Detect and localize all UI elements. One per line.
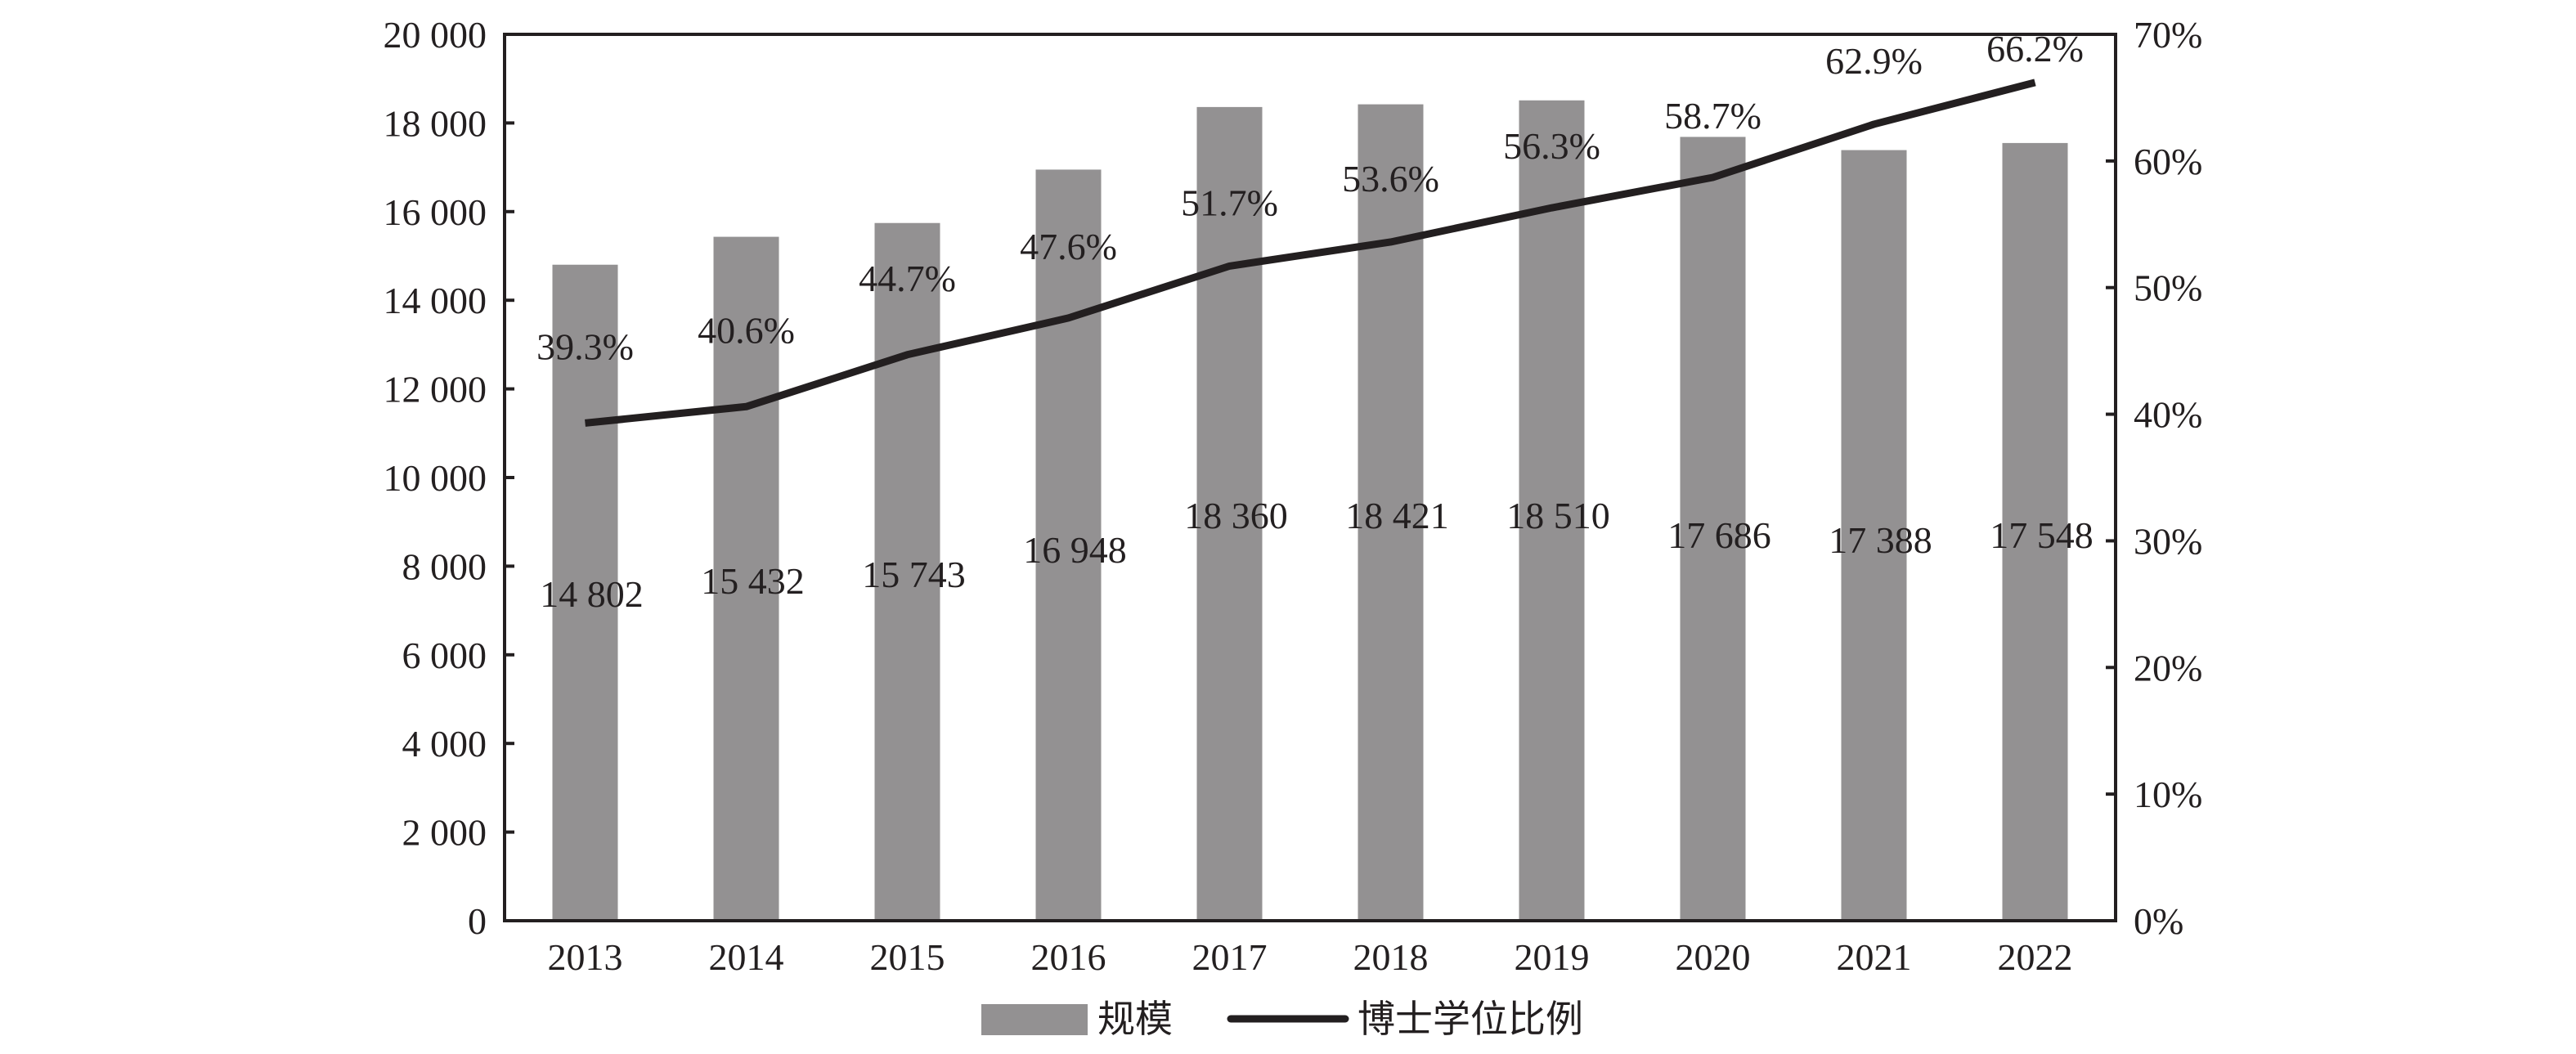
y-left-tick-label: 10 000 bbox=[384, 457, 487, 499]
line-data-label: 66.2% bbox=[1986, 28, 2084, 70]
y-left-tick-label: 14 000 bbox=[384, 280, 487, 321]
x-tick-label: 2020 bbox=[1676, 936, 1751, 978]
legend-label-line: 博士学位比例 bbox=[1358, 998, 1583, 1040]
y-left-tick-label: 2 000 bbox=[402, 812, 487, 854]
line-data-label: 47.6% bbox=[1020, 226, 1117, 267]
line-data-label: 56.3% bbox=[1503, 125, 1600, 167]
bar-data-label: 17 548 bbox=[1990, 514, 2094, 556]
line-group bbox=[585, 78, 2036, 427]
bars-group bbox=[552, 100, 2068, 922]
bar-2019 bbox=[1519, 100, 1585, 922]
y-left-tick-label: 12 000 bbox=[384, 369, 487, 410]
x-tick-label: 2015 bbox=[870, 936, 945, 978]
y-left-tick-label: 18 000 bbox=[384, 102, 487, 144]
y-right-tick-label: 40% bbox=[2134, 394, 2202, 436]
legend-swatch-bar bbox=[981, 1004, 1088, 1035]
y-left-tick-label: 6 000 bbox=[402, 635, 487, 676]
x-tick-label: 2021 bbox=[1837, 936, 1912, 978]
line-data-label: 53.6% bbox=[1342, 158, 1439, 200]
bar-data-label: 17 686 bbox=[1667, 514, 1771, 556]
y-left-tick-label: 4 000 bbox=[402, 723, 487, 765]
y-right-tick-label: 50% bbox=[2134, 267, 2202, 309]
y-right-tick-label: 20% bbox=[2134, 647, 2202, 688]
x-tick-label: 2016 bbox=[1031, 936, 1106, 978]
y-left-tick-label: 20 000 bbox=[384, 14, 487, 56]
x-tick-label: 2019 bbox=[1515, 936, 1590, 978]
bar-data-label: 14 802 bbox=[540, 573, 644, 615]
y-right-tick-label: 10% bbox=[2134, 774, 2202, 815]
bar-data-label: 16 948 bbox=[1023, 529, 1127, 571]
bar-data-label: 18 360 bbox=[1184, 495, 1288, 536]
bar-2020 bbox=[1680, 137, 1746, 921]
line-data-label: 58.7% bbox=[1664, 95, 1761, 137]
line-data-label: 44.7% bbox=[859, 258, 956, 299]
bar-2015 bbox=[874, 222, 940, 922]
bar-2021 bbox=[1841, 150, 1907, 921]
y-left-tick-label: 8 000 bbox=[402, 545, 487, 587]
line-data-label: 51.7% bbox=[1181, 182, 1278, 223]
line-series-phd-ratio bbox=[585, 78, 2036, 427]
x-tick-label: 2014 bbox=[709, 936, 784, 978]
bar-data-label: 17 388 bbox=[1829, 519, 1932, 561]
y-right-tick-label: 30% bbox=[2134, 520, 2202, 562]
legend: 规模 博士学位比例 bbox=[981, 998, 1583, 1040]
y-left-tick-label: 0 bbox=[468, 900, 487, 942]
bar-data-label: 15 432 bbox=[701, 560, 805, 602]
line-data-label: 39.3% bbox=[536, 325, 634, 367]
y-left-tick-label: 16 000 bbox=[384, 191, 487, 233]
data-labels-group: 39.3% 40.6% 44.7% 47.6% 51.7% 53.6% 56.3% 58.7%… bbox=[536, 28, 2094, 615]
y-right-tick-label: 70% bbox=[2134, 14, 2202, 56]
legend-label-bar: 规模 bbox=[1097, 998, 1173, 1040]
x-tick-label: 2017 bbox=[1192, 936, 1268, 978]
bar-2016 bbox=[1035, 169, 1102, 921]
bar-data-label: 18 510 bbox=[1506, 495, 1610, 536]
axes-group: 0 2 000 4 000 6 000 8 000 10 000 12 000 14 000 1… bbox=[384, 14, 2203, 978]
y-right-tick-label: 60% bbox=[2134, 141, 2202, 182]
x-tick-label: 2013 bbox=[548, 936, 623, 978]
bar-data-label: 15 743 bbox=[862, 554, 966, 595]
x-tick-label: 2018 bbox=[1353, 936, 1429, 978]
line-data-label: 62.9% bbox=[1825, 40, 1923, 82]
bar-2013 bbox=[552, 264, 618, 922]
bar-2014 bbox=[713, 236, 779, 922]
y-right-tick-label: 0% bbox=[2134, 900, 2183, 942]
bar-2017 bbox=[1196, 106, 1263, 921]
bar-2022 bbox=[2002, 142, 2068, 921]
bar-data-label: 18 421 bbox=[1345, 495, 1449, 536]
x-tick-label: 2022 bbox=[1998, 936, 2073, 978]
line-data-label: 40.6% bbox=[698, 309, 795, 351]
